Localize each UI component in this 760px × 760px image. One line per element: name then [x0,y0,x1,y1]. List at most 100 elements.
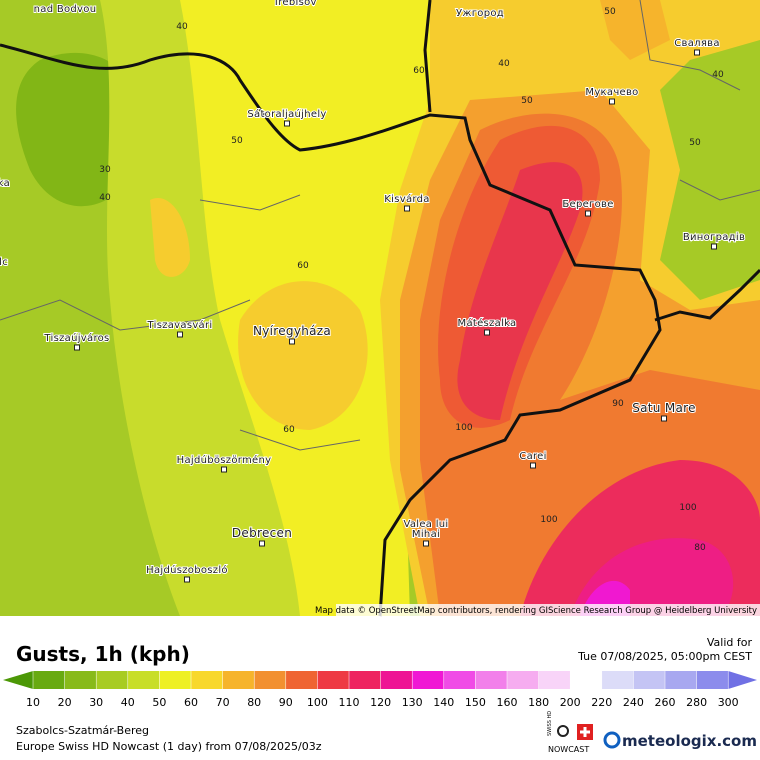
contour-label: 50 [521,96,533,106]
place-marker [284,120,290,127]
place-label: Valea lui [403,519,448,530]
place-marker [289,338,295,345]
legend-tick-label: 200 [560,696,581,709]
place-label: Debrecen [232,526,292,540]
legend-swatch [222,671,255,689]
attribution: Map data © OpenStreetMap contributors, r… [315,606,757,616]
legend-tick-label: 110 [339,696,360,709]
contour-label: 50 [231,136,243,146]
legend-tick-label: 150 [465,696,486,709]
contour-label: 40 [498,59,510,69]
legend-swatch [633,671,665,689]
place-label: olc [0,257,8,268]
place-label: Берегове [562,199,613,210]
legend-tick-label: 240 [623,696,644,709]
legend-swatch [570,671,602,689]
legend-tick-label: 40 [121,696,135,709]
legend-tick-label: 90 [279,696,293,709]
legend-swatch [443,671,476,689]
legend-tick-label: 20 [58,696,72,709]
legend-tick-label: 60 [184,696,198,709]
legend-tick-label: 100 [307,696,328,709]
place-marker [259,540,265,547]
place-marker [177,331,183,338]
contour-label: 100 [540,515,557,525]
legend-tick-label: 80 [247,696,261,709]
place-label: Tiszaújváros [43,332,109,344]
place-marker [484,329,490,336]
legend-arrow-high [728,671,757,689]
legend-arrow-low [3,671,33,689]
place-marker [711,243,717,250]
place-label: Mihai [412,529,440,540]
legend-tick-label: 130 [402,696,423,709]
legend-swatch [317,671,349,689]
legend-title: Gusts, 1h (kph) [16,642,190,666]
place-marker [404,205,410,212]
legend-swatch [64,671,97,689]
legend-swatch [127,671,160,689]
place-marker [694,49,700,56]
place-marker [74,344,80,351]
place-label: Виноградів [683,231,745,243]
place-label: Hajdúszoboszló [146,564,228,576]
valid-time: Tue 07/08/2025, 05:00pm CEST [577,650,752,663]
contour-label: 40 [176,22,188,32]
place-label: Tiszavasvári [147,319,213,331]
legend-swatch [696,671,729,689]
legend-tick-label: 50 [152,696,166,709]
legend-swatch [33,671,65,689]
legend-tick-label: 70 [216,696,230,709]
legend-swatch [285,671,318,689]
contour-label: 50 [689,138,701,148]
place-marker [585,210,591,217]
legend-swatch [601,671,634,689]
legend-swatch [96,671,128,689]
place-marker [423,540,429,547]
contour-label: 60 [283,425,295,435]
place-marker [609,98,615,105]
contour-label: 40 [712,70,724,80]
place-label: Trebišov [272,0,316,8]
contour-label: 60 [413,66,425,76]
contour-label: 100 [679,503,696,513]
place-label: nad Bodvou [34,4,97,15]
contour-label: 50 [604,7,616,17]
legend-tick-label: 30 [89,696,103,709]
legend-tick-label: 140 [433,696,454,709]
legend-tick-label: 220 [591,696,612,709]
legend-swatch [254,671,286,689]
place-label: Мукачево [585,87,638,98]
place-label: Sátoraljaújhely [247,108,326,120]
contour-label: 100 [455,423,472,433]
place-label: Свалява [674,38,720,49]
brand: meteologix.com [622,732,757,750]
place-label: Mátészalka [458,317,517,329]
legend-tick-label: 160 [497,696,518,709]
legend-swatch [665,671,697,689]
place-label: Ужгород [456,8,504,19]
legend-tick-label: 10 [26,696,40,709]
legend-tick-label: 180 [528,696,549,709]
place-label: Kisvárda [384,193,429,205]
legend-swatch [191,671,223,689]
region: Szabolcs-Szatmár-Bereg [16,724,149,737]
valid-label: Valid for [707,636,753,649]
place-label: Nyíregyháza [253,324,331,338]
contour-label: 30 [99,165,111,175]
legend-swatch [475,671,507,689]
place-label: Hajdúböszörmény [177,454,272,466]
legend-swatch [380,671,413,689]
legend-swatch [159,671,191,689]
badge-top: SWISS HD [547,711,553,736]
badge-bottom: NOWCAST [548,745,589,754]
place-marker [221,466,227,473]
legend-tick-label: 120 [370,696,391,709]
legend-tick-label: 300 [718,696,739,709]
place-label: Carei [519,451,546,462]
model: Europe Swiss HD Nowcast (1 day) from 07/… [16,740,322,753]
map: nad Bodvou Trebišov Ужгород Свалява Мукачево… [0,0,760,617]
place-label: ika [0,178,10,189]
